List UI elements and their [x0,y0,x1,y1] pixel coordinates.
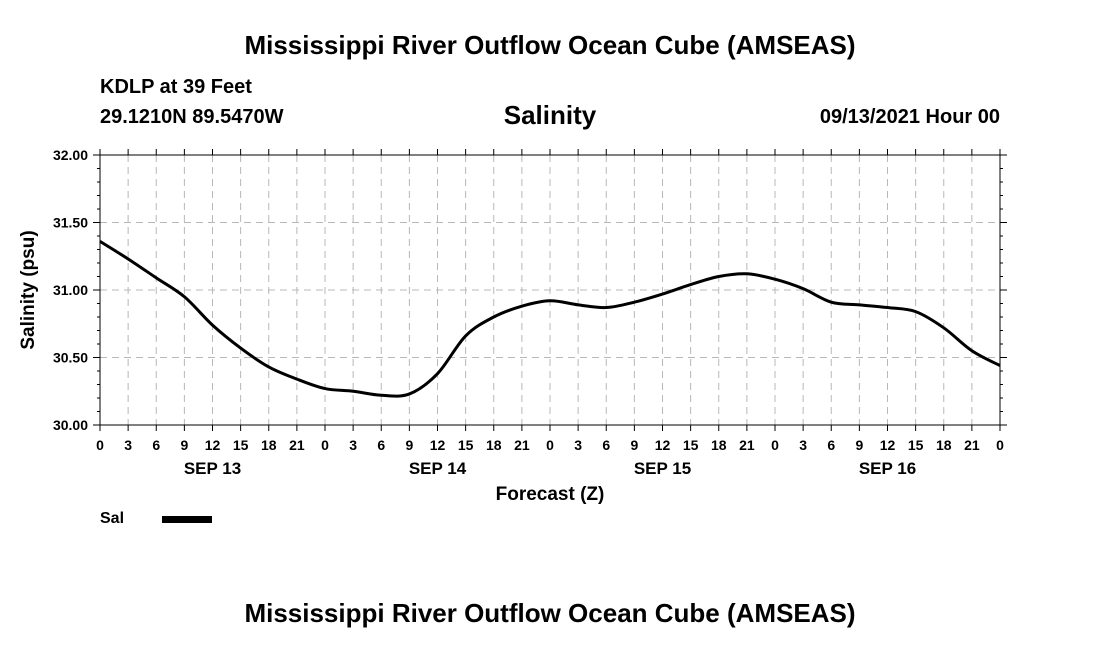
series-layer [99,240,1001,398]
forecast-datetime: 09/13/2021 Hour 00 [819,106,1000,128]
x-tick-label: 21 [964,437,980,453]
y-tick-label: 30.00 [53,417,88,433]
x-tick-label: 12 [880,437,896,453]
coordinates-label: 29.1210N 89.5470W [100,106,284,128]
y-axis-label: Salinity (psu) [18,230,39,349]
x-axis-label: Forecast (Z) [496,484,605,505]
x-tick-label: 9 [180,437,188,453]
x-tick-label: 3 [124,437,132,453]
series-line-sal [99,240,1001,398]
x-tick-label: 9 [855,437,863,453]
x-tick-label: 6 [602,437,610,453]
x-tick-label: 3 [799,437,807,453]
x-tick-label: 18 [936,437,952,453]
footer-title: Mississippi River Outflow Ocean Cube (AM… [244,598,856,628]
chart-title: Mississippi River Outflow Ocean Cube (AM… [244,30,856,60]
x-tick-label: 15 [458,437,474,453]
x-tick-label: 0 [546,437,554,453]
x-tick-label: 21 [514,437,530,453]
day-label: SEP 14 [409,459,467,478]
x-tick-label: 0 [996,437,1004,453]
x-tick-label: 18 [711,437,727,453]
day-label: SEP 13 [184,459,241,478]
x-tick-label: 3 [574,437,582,453]
x-tick-label: 12 [655,437,671,453]
x-tick-label: 0 [96,437,104,453]
x-tick-label: 9 [405,437,413,453]
grid [100,155,1000,425]
x-tick-label: 15 [683,437,699,453]
x-tick-label: 3 [349,437,357,453]
y-tick-label: 32.00 [53,147,88,163]
x-tick-label: 0 [771,437,779,453]
axis-ticks: 30.00 30.50 31.00 31.50 32.00 0 3 6 9 12 15 18 21 0 3 6… [53,147,1007,478]
y-tick-label: 31.00 [53,282,88,298]
y-tick-label: 31.50 [53,215,88,231]
x-tick-label: 21 [289,437,305,453]
x-tick-label: 21 [739,437,755,453]
day-label: SEP 16 [859,459,916,478]
x-tick-label: 15 [233,437,249,453]
y-tick-label: 30.50 [53,350,88,366]
plot-frame [99,154,1001,426]
legend-label-sal: Sal [100,510,125,527]
station-label: KDLP at 39 Feet [100,76,252,98]
x-tick-label: 12 [205,437,221,453]
x-tick-label: 18 [261,437,277,453]
x-tick-label: 9 [630,437,638,453]
x-tick-label: 18 [486,437,502,453]
x-tick-label: 12 [430,437,446,453]
x-tick-label: 15 [908,437,924,453]
legend-swatch-sal [162,516,212,523]
x-tick-label: 6 [152,437,160,453]
x-tick-label: 0 [321,437,329,453]
chart-subtitle: Salinity [503,100,597,130]
x-tick-label: 6 [377,437,385,453]
day-label: SEP 15 [634,459,691,478]
x-tick-label: 6 [827,437,835,453]
